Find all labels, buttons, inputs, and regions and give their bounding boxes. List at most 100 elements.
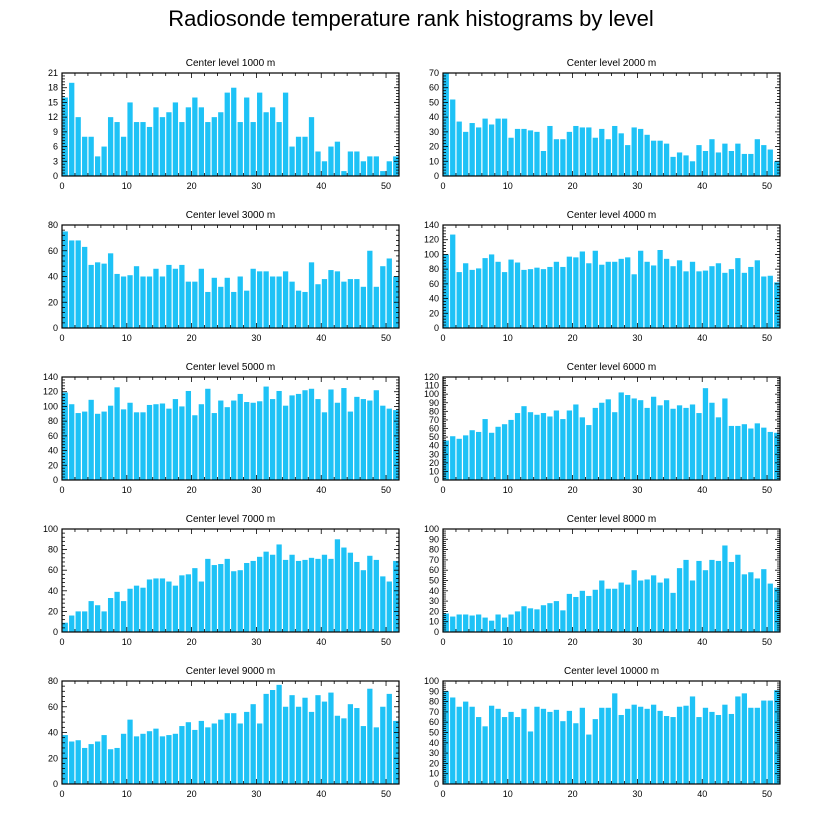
histogram-bar	[347, 552, 354, 632]
histogram-bar	[644, 134, 650, 176]
histogram-bar	[696, 717, 702, 784]
histogram-bar	[302, 390, 308, 480]
histogram-bar	[224, 92, 230, 176]
y-tick-label: 0	[434, 323, 439, 333]
x-tick-label: 30	[632, 181, 642, 191]
histogram-bar	[560, 610, 566, 632]
histogram-bar	[638, 250, 644, 328]
y-tick-label: 20	[429, 308, 439, 318]
y-tick-label: 20	[429, 458, 439, 468]
histogram-bar	[354, 708, 360, 784]
histogram-bar	[172, 268, 179, 328]
histogram-bar	[231, 291, 237, 328]
page-title: Radiosonde temperature rank histograms b…	[168, 6, 654, 31]
histogram-bar	[702, 707, 709, 784]
y-tick-label: 80	[48, 545, 58, 555]
histogram-bar	[82, 136, 88, 176]
y-tick-label: 80	[429, 545, 439, 555]
y-tick-label: 140	[43, 372, 58, 382]
histogram-bar	[715, 263, 722, 328]
histogram-bar	[360, 570, 366, 632]
histogram-bar	[501, 272, 508, 328]
histogram-bar	[101, 411, 107, 480]
histogram-bar	[514, 611, 521, 632]
histogram-bar	[120, 409, 127, 480]
histogram-bar	[263, 693, 269, 785]
histogram-bar	[476, 431, 482, 480]
histogram-bar	[75, 740, 81, 784]
histogram-bar	[82, 246, 88, 328]
histogram-bar	[295, 706, 302, 784]
x-tick-label: 0	[440, 485, 445, 495]
y-tick-label: 60	[429, 279, 439, 289]
histogram-bar	[120, 733, 127, 784]
histogram-bar	[263, 386, 269, 480]
histogram-bar	[553, 261, 560, 328]
histogram-bar	[547, 711, 553, 784]
histogram-bar	[308, 262, 315, 328]
y-tick-label: 60	[429, 83, 439, 93]
x-tick-label: 20	[568, 485, 578, 495]
y-tick-label: 80	[429, 697, 439, 707]
histogram-bar	[341, 171, 347, 176]
histogram-bar	[599, 128, 605, 176]
histogram-bar	[638, 706, 644, 784]
histogram-bar	[133, 736, 140, 784]
histogram-bar	[107, 117, 114, 176]
histogram-bar	[224, 558, 230, 632]
histogram-bar	[354, 396, 360, 480]
histogram-bar	[560, 266, 566, 328]
histogram-bar	[269, 399, 276, 480]
histogram-bar	[728, 150, 735, 176]
histogram-bar	[612, 125, 618, 176]
histogram-bar	[114, 122, 120, 176]
histogram-bar	[702, 150, 709, 176]
histogram-bar	[676, 405, 683, 480]
histogram-bar	[482, 617, 488, 632]
histogram-bar	[488, 254, 495, 328]
histogram-bar	[146, 404, 153, 480]
histogram-bar	[605, 588, 611, 632]
histogram-bar	[82, 611, 88, 632]
histogram-bar	[347, 151, 354, 176]
x-tick-label: 10	[122, 485, 132, 495]
histogram-bar	[663, 143, 670, 176]
histogram-bar	[625, 257, 631, 328]
histogram-bar	[709, 402, 715, 480]
histogram-bar	[579, 590, 585, 632]
y-tick-label: 0	[53, 475, 58, 485]
y-tick-label: 80	[48, 220, 58, 230]
histogram-bar	[192, 97, 198, 176]
histogram-bar	[476, 717, 482, 784]
y-tick-label: 80	[429, 406, 439, 416]
histogram-bar	[761, 276, 767, 328]
y-tick-label: 0	[434, 475, 439, 485]
histogram-bar	[373, 559, 379, 632]
histogram-bar	[360, 726, 366, 784]
histogram-bar	[657, 582, 663, 632]
histogram-bar	[257, 723, 263, 784]
histogram-bar	[95, 741, 101, 784]
histogram-bar	[722, 704, 728, 784]
x-tick-label: 20	[187, 789, 197, 799]
histogram-bar	[566, 410, 573, 480]
histogram-bar	[450, 234, 456, 328]
histogram-bar	[657, 250, 663, 328]
histogram-bar	[696, 271, 702, 328]
y-tick-label: 15	[48, 97, 58, 107]
histogram-bar	[566, 131, 573, 176]
y-tick-label: 21	[48, 68, 58, 78]
histogram-bar	[295, 290, 302, 328]
histogram-bar	[276, 684, 282, 784]
x-tick-label: 30	[251, 637, 261, 647]
histogram-bar	[159, 117, 166, 176]
y-tick-label: 80	[429, 264, 439, 274]
histogram-bar	[328, 146, 334, 176]
histogram-bar	[133, 412, 140, 480]
histogram-bar	[146, 579, 153, 632]
histogram-bar	[774, 587, 780, 632]
histogram-bar	[205, 558, 211, 632]
histogram-bar	[676, 706, 683, 784]
histogram-bar	[302, 291, 308, 328]
histogram-bar	[237, 723, 243, 784]
